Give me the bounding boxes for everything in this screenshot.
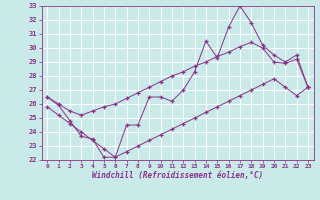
X-axis label: Windchill (Refroidissement éolien,°C): Windchill (Refroidissement éolien,°C) [92, 171, 263, 180]
